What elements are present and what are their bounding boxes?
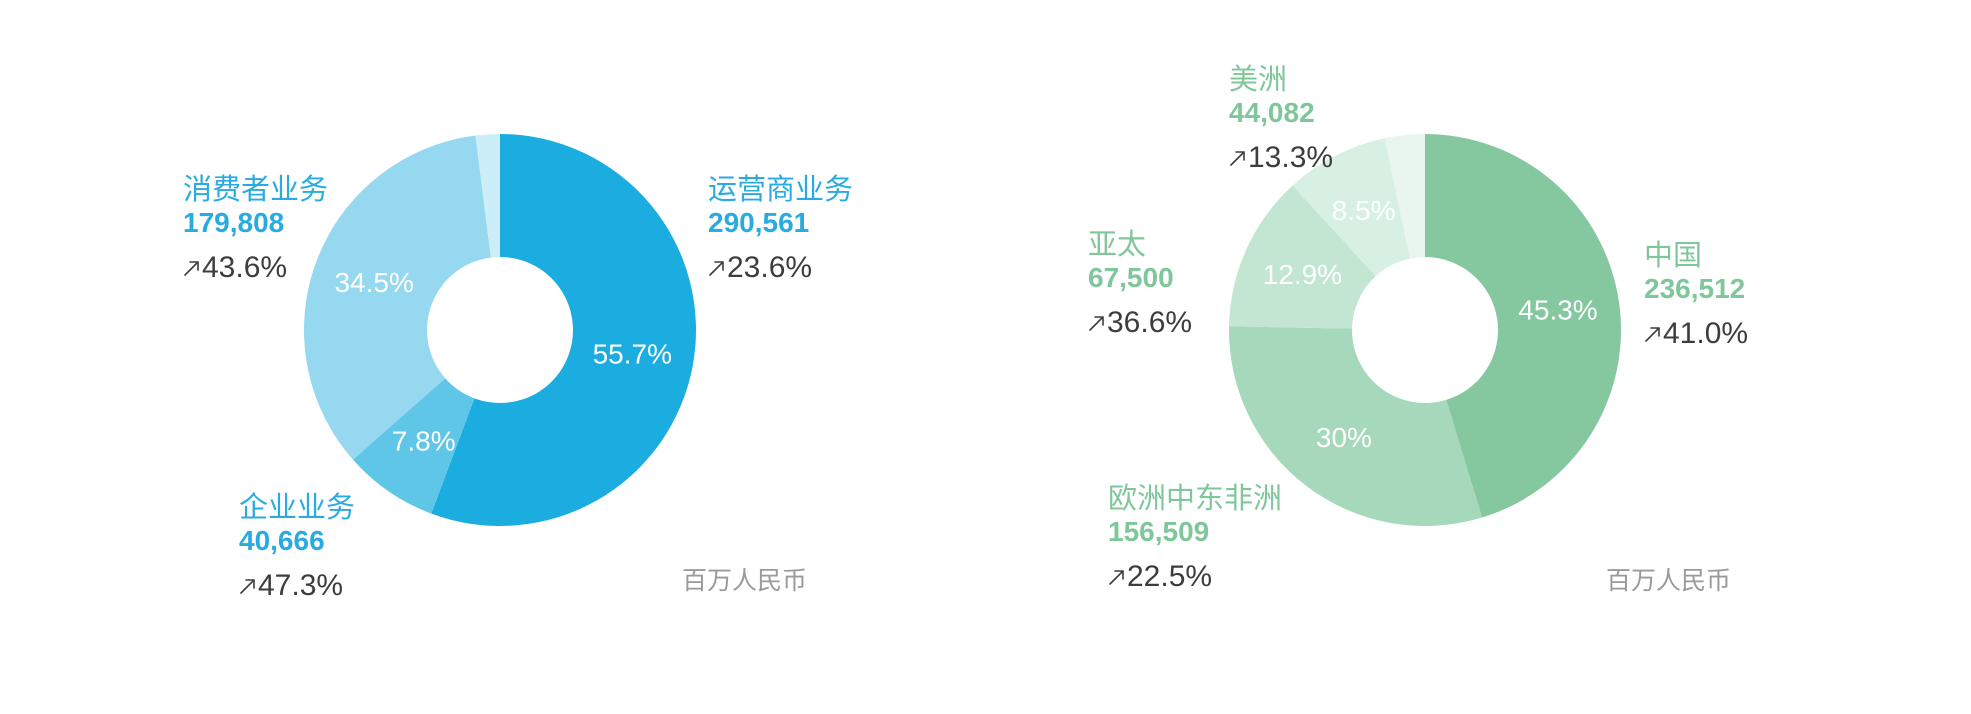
svg-text:45.3%: 45.3% [1518, 295, 1597, 326]
svg-text:7.8%: 7.8% [392, 425, 456, 456]
svg-text:55.7%: 55.7% [593, 339, 672, 370]
svg-text:34.5%: 34.5% [334, 267, 413, 298]
svg-text:12.9%: 12.9% [1263, 259, 1342, 290]
svg-text:8.5%: 8.5% [1332, 195, 1396, 226]
svg-text:30%: 30% [1316, 422, 1372, 453]
